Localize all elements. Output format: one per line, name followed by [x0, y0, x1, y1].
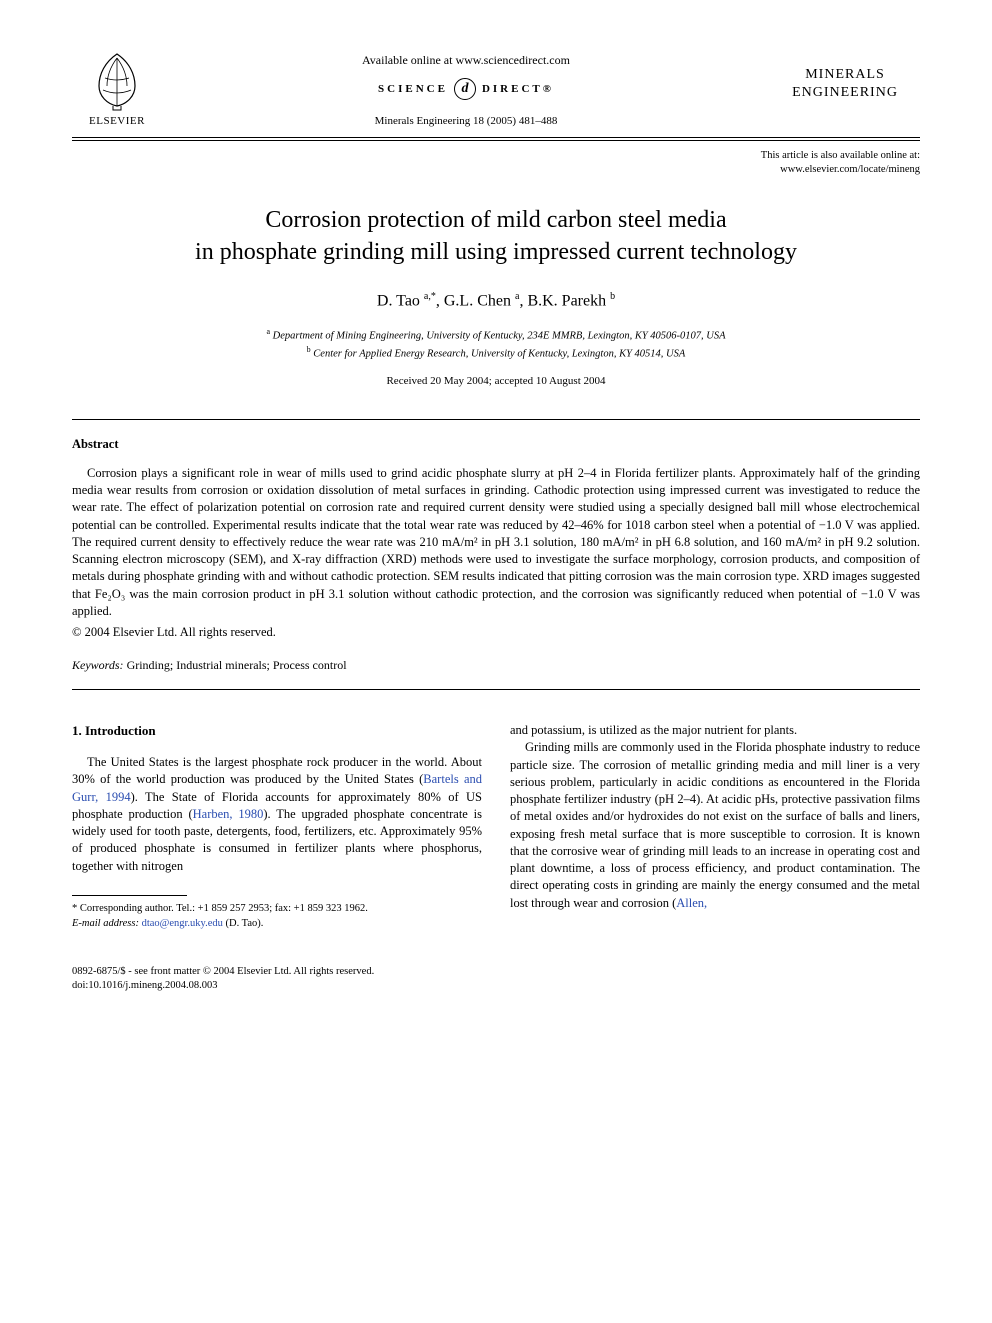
left-column: 1. Introduction The United States is the… [72, 722, 482, 931]
email-label: E-mail address: [72, 918, 139, 929]
section-1-heading: 1. Introduction [72, 722, 482, 740]
keywords-label: Keywords: [72, 658, 124, 672]
sd-text-right: DIRECT® [482, 82, 554, 97]
ref-allen[interactable]: Allen, [676, 896, 707, 910]
authors-line: D. Tao a,*, G.L. Chen a, B.K. Parekh b [72, 290, 920, 312]
article-title: Corrosion protection of mild carbon stee… [72, 205, 920, 267]
intro-p2-part-a: Grinding mills are commonly used in the … [510, 740, 920, 909]
author-1-affil: a,* [424, 291, 436, 302]
abstract-heading: Abstract [72, 436, 920, 453]
author-1: D. Tao [377, 292, 420, 309]
intro-paragraph-1: The United States is the largest phospha… [72, 754, 482, 875]
header-rule-thin [72, 140, 920, 141]
journal-citation: Minerals Engineering 18 (2005) 481–488 [162, 114, 770, 129]
affil-a-text: Department of Mining Engineering, Univer… [270, 330, 726, 341]
journal-name-line1: MINERALS [770, 66, 920, 84]
available-online-text: Available online at www.sciencedirect.co… [162, 52, 770, 68]
author-3: B.K. Parekh [527, 292, 606, 309]
journal-name-line2: ENGINEERING [770, 84, 920, 102]
right-column: and potassium, is utilized as the major … [510, 722, 920, 931]
intro-paragraph-2: Grinding mills are commonly used in the … [510, 739, 920, 912]
abstract-copyright: © 2004 Elsevier Ltd. All rights reserved… [72, 624, 920, 641]
online-availability-note: This article is also available online at… [72, 149, 920, 177]
author-2-affil: a [515, 291, 519, 302]
author-3-affil: b [610, 291, 615, 302]
journal-name-block: MINERALS ENGINEERING [770, 48, 920, 102]
author-email[interactable]: dtao@engr.uky.edu [139, 918, 223, 929]
page-footer: 0892-6875/$ - see front matter © 2004 El… [72, 965, 920, 993]
keywords-line: Keywords: Grinding; Industrial minerals;… [72, 657, 920, 673]
keywords-text: Grinding; Industrial minerals; Process c… [124, 658, 347, 672]
author-2: G.L. Chen [444, 292, 511, 309]
footnote-rule [72, 895, 187, 896]
abstract-text: Corrosion plays a significant role in we… [72, 465, 920, 620]
ref-harben[interactable]: Harben, 1980 [193, 807, 264, 821]
affil-b-text: Center for Applied Energy Research, Univ… [311, 348, 686, 359]
doi-line: doi:10.1016/j.mineng.2004.08.003 [72, 979, 920, 993]
intro-p1-part-a: The United States is the largest phospha… [72, 755, 482, 786]
affiliations: a Department of Mining Engineering, Univ… [72, 326, 920, 363]
publisher-name: ELSEVIER [89, 114, 145, 129]
online-note-line1: This article is also available online at… [761, 150, 920, 161]
title-line2: in phosphate grinding mill using impress… [195, 239, 797, 265]
received-accepted-dates: Received 20 May 2004; accepted 10 August… [72, 374, 920, 389]
online-note-line2: www.elsevier.com/locate/mineng [780, 164, 920, 175]
email-suffix: (D. Tao). [223, 918, 263, 929]
title-line1: Corrosion protection of mild carbon stee… [265, 207, 726, 233]
abstract-body: Corrosion plays a significant role in we… [72, 465, 920, 620]
intro-p1-continued: and potassium, is utilized as the major … [510, 722, 920, 739]
abstract-top-rule [72, 419, 920, 420]
front-matter-line: 0892-6875/$ - see front matter © 2004 El… [72, 965, 920, 979]
sd-text-left: SCIENCE [378, 82, 448, 97]
header-rule-thick [72, 137, 920, 138]
page-header: ELSEVIER Available online at www.science… [72, 48, 920, 129]
abstract-bottom-rule [72, 689, 920, 690]
corresponding-author-footnote: * Corresponding author. Tel.: +1 859 257… [72, 902, 482, 931]
header-center: Available online at www.sciencedirect.co… [162, 48, 770, 129]
elsevier-tree-icon [85, 48, 149, 112]
body-columns: 1. Introduction The United States is the… [72, 722, 920, 931]
sciencedirect-logo: SCIENCE d DIRECT® [162, 78, 770, 100]
sd-circle-icon: d [454, 78, 476, 100]
corr-author-text: * Corresponding author. Tel.: +1 859 257… [72, 902, 482, 917]
publisher-logo-block: ELSEVIER [72, 48, 162, 129]
